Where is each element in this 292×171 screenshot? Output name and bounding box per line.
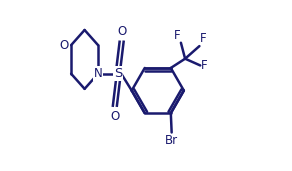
Text: S: S — [114, 67, 122, 80]
Text: F: F — [200, 32, 207, 45]
Text: O: O — [59, 39, 69, 52]
Text: O: O — [117, 25, 126, 38]
Text: F: F — [173, 29, 180, 42]
Text: F: F — [201, 59, 208, 72]
Text: O: O — [110, 110, 119, 123]
Text: N: N — [94, 67, 102, 80]
Text: Br: Br — [165, 134, 178, 147]
